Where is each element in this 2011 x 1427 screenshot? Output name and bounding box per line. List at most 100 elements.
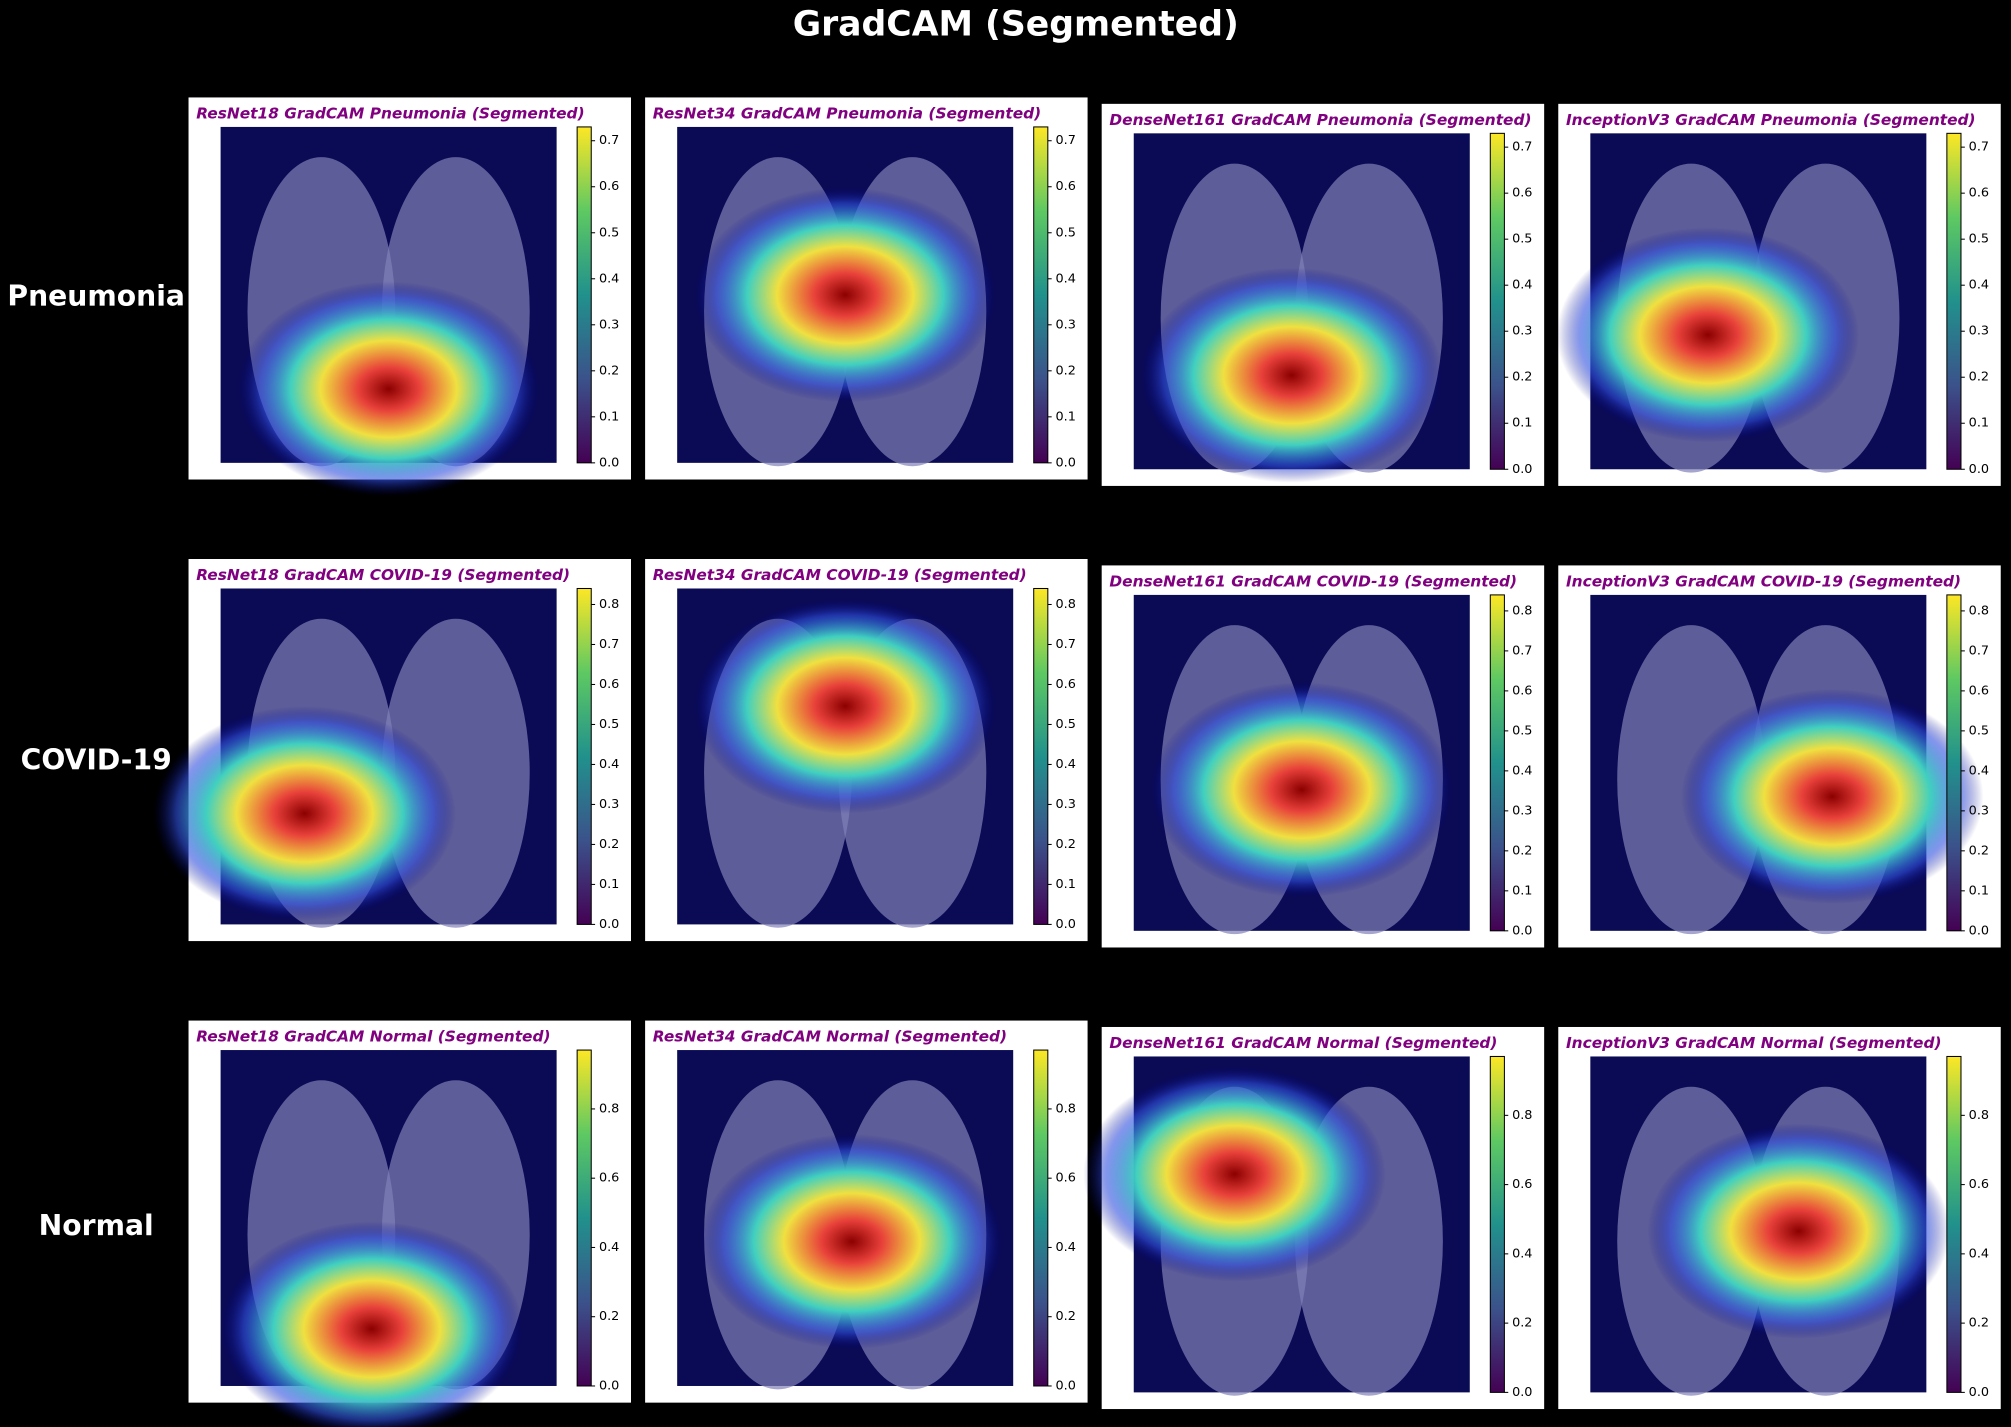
colorbar-tick-label: 0.7: [599, 637, 619, 652]
activation: [1556, 227, 1860, 443]
colorbar-tick-label: 0.2: [1512, 370, 1532, 385]
colorbar-tick-label: 0.3: [1056, 317, 1076, 332]
colorbar-tick-label: 0.0: [1969, 923, 1989, 938]
panel: ResNet18 GradCAM Normal (Segmented) 0.0 0.…: [188, 1020, 632, 1427]
colorbar-tick-label: 0.4: [599, 1240, 619, 1255]
colorbar-tick-label: 0.7: [1056, 133, 1076, 148]
colorbar-tick-label: 0.4: [1056, 1240, 1076, 1255]
colorbar-tick-label: 0.4: [1512, 278, 1532, 293]
colorbar-tick-label: 0.0: [599, 455, 619, 470]
colorbar: [576, 126, 592, 464]
colorbar-tick-label: 0.7: [1512, 140, 1532, 155]
panel: ResNet34 GradCAM Normal (Segmented) 0.0 0.…: [645, 1020, 1088, 1403]
panel-title: ResNet34 GradCAM COVID-19 (Segmented): [653, 566, 1027, 584]
colorbar-tick-label: 0.4: [599, 757, 619, 772]
colorbar-tick-label: 0.2: [599, 1309, 619, 1324]
colorbar: [1946, 1055, 1962, 1393]
colorbar-tick-label: 0.5: [1056, 225, 1076, 240]
colorbar-tick-label: 0.7: [1512, 643, 1532, 658]
panel-title: InceptionV3 GradCAM COVID-19 (Segmented): [1566, 573, 1961, 591]
colorbar-tick-label: 0.1: [1056, 409, 1076, 424]
activation: [693, 187, 997, 403]
panel: DenseNet161 GradCAM Pneumonia (Segmented…: [1101, 103, 1545, 486]
panel: ResNet18 GradCAM COVID-19 (Segmented) 0.0…: [153, 559, 632, 942]
colorbar-tick-label: 0.1: [599, 409, 619, 424]
panel-title: InceptionV3 GradCAM Normal (Segmented): [1566, 1034, 1942, 1052]
colorbar-tick-label: 0.8: [1056, 1101, 1076, 1116]
colorbar: [1489, 594, 1505, 932]
colorbar-tick-label: 0.8: [1512, 603, 1532, 618]
colorbar-tick-label: 0.7: [1969, 643, 1989, 658]
colorbar: [1946, 132, 1962, 470]
colorbar-tick-label: 0.3: [1512, 324, 1532, 339]
colorbar-tick-label: 0.4: [599, 271, 619, 286]
colorbar-tick-label: 0.8: [599, 597, 619, 612]
colorbar-tick-label: 0.6: [1056, 1171, 1076, 1186]
panel: DenseNet161 GradCAM Normal (Segmented) 0.…: [1083, 1026, 1545, 1410]
colorbar-tick-label: 0.0: [1512, 1385, 1532, 1400]
colorbar-tick-label: 0.4: [1969, 1246, 1989, 1261]
colorbar-tick-label: 0.2: [599, 363, 619, 378]
colorbar-tick-label: 0.1: [599, 877, 619, 892]
colorbar-tick-label: 0.8: [1056, 597, 1076, 612]
colorbar-tick-label: 0.6: [1512, 683, 1532, 698]
panel-title: DenseNet161 GradCAM COVID-19 (Segmented): [1109, 573, 1517, 591]
colorbar: [1033, 126, 1049, 464]
row-label: Normal: [39, 1209, 154, 1242]
colorbar-tick-label: 0.5: [1056, 717, 1076, 732]
colorbar-tick-label: 0.7: [599, 133, 619, 148]
panel-title: DenseNet161 GradCAM Pneumonia (Segmented…: [1109, 111, 1531, 129]
colorbar-tick-label: 0.7: [1056, 637, 1076, 652]
activation: [693, 598, 997, 814]
colorbar: [1033, 587, 1049, 925]
colorbar-tick-label: 0.3: [599, 797, 619, 812]
colorbar-tick-label: 0.8: [599, 1101, 619, 1116]
colorbar: [576, 587, 592, 925]
colorbar-tick-label: 0.0: [1056, 917, 1076, 932]
colorbar-tick-label: 0.6: [1512, 186, 1532, 201]
colorbar-tick-label: 0.8: [1512, 1108, 1532, 1123]
panel: ResNet34 GradCAM COVID-19 (Segmented) 0.0…: [645, 559, 1088, 942]
panel: InceptionV3 GradCAM COVID-19 (Segmented)…: [1558, 565, 2001, 948]
colorbar-tick-label: 0.1: [1969, 416, 1989, 431]
colorbar-tick-label: 0.3: [1512, 803, 1532, 818]
colorbar-tick-label: 0.8: [1969, 1108, 1989, 1123]
activation: [237, 281, 540, 497]
activation: [220, 1221, 523, 1427]
panel-title: InceptionV3 GradCAM Pneumonia (Segmented…: [1566, 111, 1976, 129]
activation: [1140, 267, 1443, 483]
colorbar-tick-label: 0.1: [1056, 877, 1076, 892]
colorbar: [1033, 1049, 1049, 1387]
colorbar-tick-label: 0.4: [1056, 271, 1076, 286]
colorbar-tick-label: 0.2: [599, 837, 619, 852]
panel-title: ResNet34 GradCAM Pneumonia (Segmented): [653, 105, 1041, 123]
colorbar-tick-label: 0.4: [1056, 757, 1076, 772]
activation: [1083, 1066, 1386, 1282]
panel: InceptionV3 GradCAM Normal (Segmented) 0.…: [1558, 1026, 2001, 1410]
colorbar-tick-label: 0.1: [1969, 883, 1989, 898]
colorbar-tick-label: 0.0: [1056, 1378, 1076, 1393]
colorbar-tick-label: 0.3: [1969, 803, 1989, 818]
colorbar-tick-label: 0.1: [1512, 883, 1532, 898]
colorbar-tick-label: 0.4: [1512, 1246, 1532, 1261]
panel-title: ResNet34 GradCAM Normal (Segmented): [653, 1028, 1007, 1046]
colorbar-tick-label: 0.6: [1969, 1177, 1989, 1192]
colorbar-tick-label: 0.2: [1056, 837, 1076, 852]
colorbar: [1946, 594, 1962, 932]
panel-title: ResNet18 GradCAM COVID-19 (Segmented): [196, 566, 570, 584]
colorbar-tick-label: 0.6: [1056, 677, 1076, 692]
colorbar-tick-label: 0.2: [1969, 843, 1989, 858]
colorbar-tick-label: 0.2: [1969, 370, 1989, 385]
panel-title: ResNet18 GradCAM Pneumonia (Segmented): [196, 105, 584, 123]
activation: [700, 1134, 1004, 1350]
colorbar-tick-label: 0.8: [1969, 603, 1989, 618]
panel-title: ResNet18 GradCAM Normal (Segmented): [196, 1028, 550, 1046]
activation: [1150, 682, 1453, 898]
colorbar-tick-label: 0.0: [1512, 462, 1532, 477]
colorbar-tick-label: 0.0: [1969, 1385, 1989, 1400]
colorbar-tick-label: 0.6: [1969, 186, 1989, 201]
colorbar-tick-label: 0.6: [599, 1171, 619, 1186]
colorbar-tick-label: 0.1: [1512, 416, 1532, 431]
colorbar-tick-label: 0.0: [1056, 455, 1076, 470]
colorbar-tick-label: 0.5: [1512, 723, 1532, 738]
